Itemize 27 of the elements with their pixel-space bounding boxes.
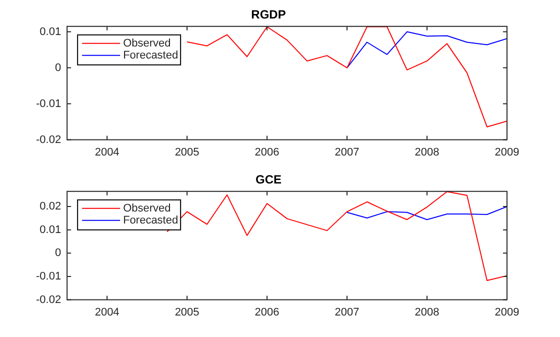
x-tick-label: 2008 [414,146,440,158]
y-tick-label: 0.01 [40,224,62,236]
y-tick-label: 0 [54,62,62,74]
y-tick-label: 0 [54,247,62,260]
x-tick-label: 2007 [334,146,360,158]
x-tick-label: 2008 [414,306,440,318]
x-tick-label: 2006 [254,306,280,318]
legend-label: Forecasted [123,49,178,62]
chart-title: GCE [255,172,282,187]
x-tick-label: 2005 [174,146,200,158]
chart-title: RGDP [251,8,286,22]
legend-label: Observed [123,202,171,214]
x-tick-label: 2009 [494,146,520,158]
legend-label: Forecasted [123,214,178,226]
x-tick-label: 2006 [254,146,280,158]
x-tick-label: 2005 [174,306,200,318]
y-tick-label: -0.02 [36,134,62,146]
y-tick-label: -0.02 [36,294,62,306]
legend-label: Observed [123,37,171,50]
y-tick-label: 0.01 [40,26,62,38]
x-tick-label: 2004 [94,146,120,158]
y-tick-label: 0.02 [40,200,62,213]
x-tick-label: 2009 [494,306,520,318]
y-tick-label: -0.01 [36,98,62,110]
x-tick-label: 2004 [94,306,120,318]
x-tick-label: 2007 [334,306,360,318]
y-tick-label: -0.01 [36,270,62,283]
